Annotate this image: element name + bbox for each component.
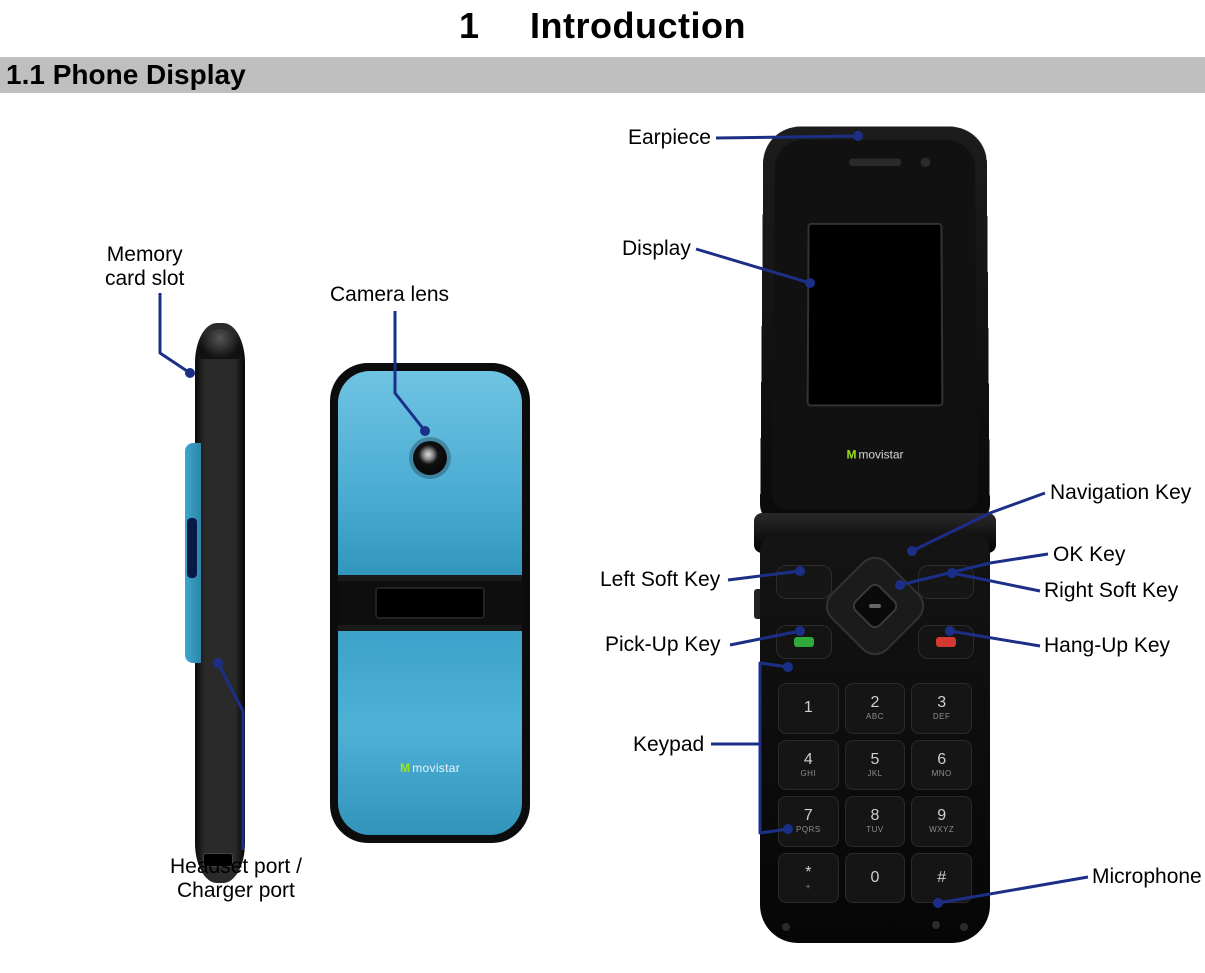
- section-title: Phone Display: [53, 59, 246, 90]
- phone-side-body: [195, 323, 245, 883]
- label-memory-card-slot: Memory card slot: [105, 243, 184, 291]
- camera-lens: [413, 441, 447, 475]
- screw-icon: [960, 923, 968, 931]
- phone-open-top: Mmovistar: [760, 127, 990, 523]
- leader-lines: [0, 93, 1205, 973]
- label-headset-charger-port: Headset port / Charger port: [170, 855, 302, 903]
- phone-side-top: [199, 329, 241, 359]
- proximity-dot: [921, 158, 931, 167]
- label-microphone: Microphone: [1092, 865, 1202, 889]
- section-number: 1.1: [6, 59, 45, 90]
- chapter-title: 1 Introduction: [0, 5, 1205, 47]
- phone-closed-view: Mmovistar: [330, 363, 530, 843]
- keypad-key: 4GHI: [778, 740, 839, 791]
- label-ok-key: OK Key: [1053, 543, 1125, 567]
- brand-name: movistar: [858, 448, 903, 462]
- section-heading: 1.1 Phone Display: [0, 57, 1205, 93]
- navigation-cluster: [815, 551, 935, 661]
- phone-open-bottom: 12ABC3DEF 4GHI5JKL6MNO 7PQRS8TUV9WXYZ *+0#: [760, 533, 990, 943]
- screw-icon: [782, 923, 790, 931]
- label-camera-lens: Camera lens: [330, 283, 449, 307]
- keypad-key: 6MNO: [911, 740, 972, 791]
- phone-open-view: Mmovistar 12ABC3DEF 4GHI5JKL6MNO 7PQRS8TUV…: [760, 113, 990, 943]
- label-navigation-key: Navigation Key: [1050, 481, 1191, 505]
- phone-diagram: Mmovistar Mmovistar: [0, 93, 1205, 973]
- brand-logo-icon: M: [846, 448, 856, 462]
- chapter-title-text: Introduction: [530, 5, 746, 46]
- phone-open-top-inner: Mmovistar: [772, 140, 978, 509]
- hang-up-key: [918, 625, 974, 659]
- label-hang-up-key: Hang-Up Key: [1044, 634, 1170, 658]
- label-right-soft-key: Right Soft Key: [1044, 579, 1178, 603]
- label-pick-up-key: Pick-Up Key: [605, 633, 721, 657]
- left-soft-key: [776, 565, 832, 599]
- label-display: Display: [622, 237, 691, 261]
- display-screen: [807, 223, 944, 406]
- phone-closed-top-panel: [338, 371, 522, 584]
- keypad-key: #: [911, 853, 972, 904]
- brand-name: movistar: [412, 761, 460, 775]
- label-earpiece: Earpiece: [628, 126, 711, 150]
- keypad-key: 2ABC: [845, 683, 906, 734]
- chapter-number: 1: [459, 5, 480, 47]
- keypad-key: 9WXYZ: [911, 796, 972, 847]
- label-keypad: Keypad: [633, 733, 704, 757]
- keypad-key: 0: [845, 853, 906, 904]
- pick-up-key: [776, 625, 832, 659]
- brand-label-open: Mmovistar: [772, 448, 977, 462]
- keypad-key: *+: [778, 853, 839, 904]
- right-soft-key: [918, 565, 974, 599]
- keypad-key: 5JKL: [845, 740, 906, 791]
- keypad-key: 7PQRS: [778, 796, 839, 847]
- memory-card-slot: [187, 518, 197, 578]
- brand-label-closed: Mmovistar: [338, 761, 522, 775]
- phone-side-view: [185, 323, 255, 883]
- phone-closed-face: Mmovistar: [338, 371, 522, 835]
- keypad-key: 8TUV: [845, 796, 906, 847]
- phone-closed-bottom-panel: [338, 622, 522, 835]
- label-left-soft-key: Left Soft Key: [600, 568, 720, 592]
- keypad-key: 3DEF: [911, 683, 972, 734]
- microphone: [932, 921, 940, 929]
- earpiece: [849, 159, 902, 167]
- phone-external-display: [375, 587, 485, 619]
- brand-logo-icon: M: [400, 761, 410, 775]
- keypad: 12ABC3DEF 4GHI5JKL6MNO 7PQRS8TUV9WXYZ *+0#: [778, 683, 972, 903]
- keypad-key: 1: [778, 683, 839, 734]
